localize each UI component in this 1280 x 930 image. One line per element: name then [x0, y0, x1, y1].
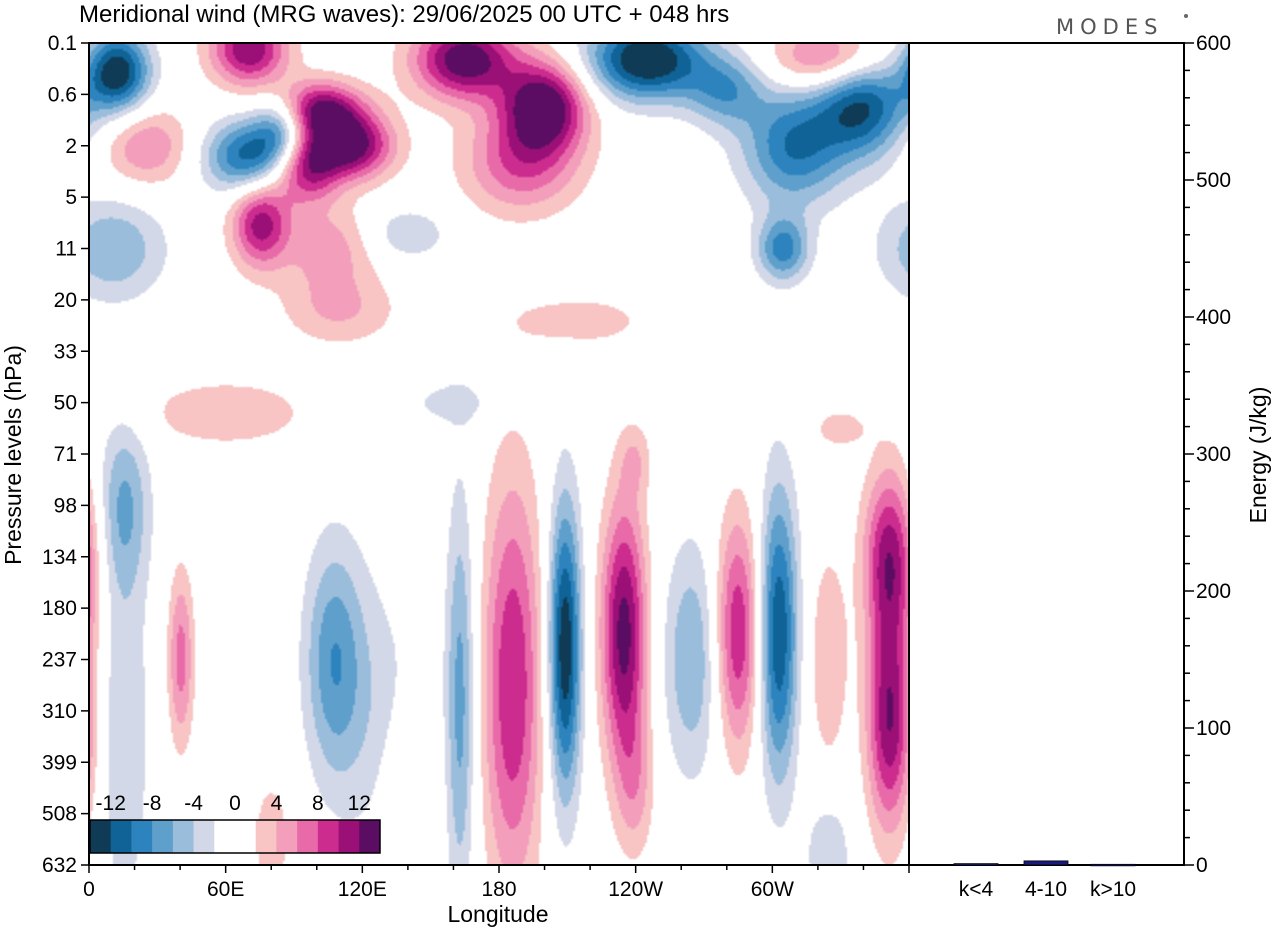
- colorbar-label: 12: [348, 792, 371, 815]
- energy-tick-label: 0: [1196, 854, 1208, 877]
- y-axis-label: Pressure levels (hPa): [0, 345, 26, 565]
- x-tick-label: 60W: [751, 878, 794, 901]
- y-tick-label: 2: [65, 135, 77, 158]
- energy-tick-label: 500: [1196, 169, 1231, 192]
- colorbar-swatch: [297, 820, 319, 853]
- colorbar-swatch: [131, 820, 153, 853]
- y-tick-label: 632: [42, 854, 77, 877]
- colorbar-label: -8: [143, 792, 162, 815]
- y-tick-label: 180: [42, 597, 77, 620]
- colorbar-swatches: [90, 820, 381, 853]
- colorbar-swatch: [255, 820, 277, 853]
- energy-frame: [908, 42, 1185, 866]
- y-tick-label: 98: [54, 494, 77, 517]
- y-tick-label: 508: [42, 803, 77, 826]
- y-tick-label: 20: [54, 289, 77, 312]
- energy-tick-label: 300: [1196, 443, 1231, 466]
- x-tick-label: 0: [83, 878, 95, 901]
- colorbar-swatch: [152, 820, 174, 853]
- colorbar-swatch: [214, 820, 236, 853]
- y-tick-label: 0.1: [48, 32, 77, 55]
- colorbar-label: -12: [96, 792, 126, 815]
- colorbar-label: -4: [184, 792, 203, 815]
- colorbar-swatch: [338, 820, 360, 853]
- y-tick-label: 50: [54, 392, 77, 415]
- energy-bar: [953, 863, 999, 866]
- x-axis-label: Longitude: [447, 901, 548, 927]
- y-tick-label: 33: [54, 340, 77, 363]
- energy-tick-label: 100: [1196, 717, 1231, 740]
- logo-registered-mark: [1184, 14, 1188, 18]
- y-tick-label: 399: [42, 751, 77, 774]
- energy-tick-label: 600: [1196, 32, 1231, 55]
- y-tick-label: 0.6: [48, 83, 77, 106]
- colorbar-swatch: [276, 820, 298, 853]
- x-tick-label: 120E: [338, 878, 387, 901]
- colorbar-swatch: [359, 820, 381, 853]
- energy-tick-label: 200: [1196, 580, 1231, 603]
- energy-bar: [1023, 860, 1069, 866]
- colorbar-label: 0: [229, 792, 241, 815]
- y-tick-label: 71: [54, 443, 77, 466]
- colorbar-swatch: [172, 820, 194, 853]
- energy-category-label: k>10: [1090, 878, 1136, 901]
- colorbar: -12 -8 -4 0 4 8 12: [89, 792, 381, 854]
- y-tick-label: 134: [42, 546, 77, 569]
- x-tick-label: 60E: [207, 878, 244, 901]
- colorbar-frame: [89, 819, 381, 854]
- wind-contour-field: [89, 43, 909, 865]
- x-tick-label: 120W: [608, 878, 663, 901]
- energy-panel: 0 100 200 300 400 500 600 k<4 4-10 k>10 Energy (…: [908, 32, 1271, 901]
- energy-axis: 0 100 200 300 400 500 600: [1184, 32, 1231, 877]
- colorbar-swatch: [235, 820, 257, 853]
- energy-bars: [953, 860, 1136, 867]
- modes-logo: MODES: [1056, 15, 1163, 39]
- y-tick-label: 11: [55, 238, 77, 261]
- longitude-axis: 0 60E 120E 180 120W 60W: [83, 865, 910, 901]
- colorbar-label: 4: [271, 792, 283, 815]
- colorbar-label: 8: [312, 792, 324, 815]
- colorbar-swatch: [110, 820, 132, 853]
- chart-title: Meridional wind (MRG waves): 29/06/2025 …: [79, 1, 729, 28]
- y-tick-label: 237: [42, 649, 77, 672]
- colorbar-labels: -12 -8 -4 0 4 8 12: [96, 792, 371, 815]
- colorbar-swatch: [193, 820, 215, 853]
- x-tick-label: 180: [481, 878, 516, 901]
- energy-axis-label: Energy (J/kg): [1245, 387, 1271, 524]
- energy-tick-label: 400: [1196, 306, 1231, 329]
- colorbar-swatch: [90, 820, 112, 853]
- energy-category-label: k<4: [959, 878, 994, 901]
- wavenumber-categories: k<4 4-10 k>10: [959, 878, 1136, 901]
- energy-category-label: 4-10: [1025, 878, 1067, 901]
- energy-bar: [1090, 863, 1136, 867]
- hovmoller-panel: 0.1 0.6 2 5 11 20 33 50 71 98 134 180 237 310 399 508 63…: [0, 32, 910, 927]
- colorbar-swatch: [317, 820, 339, 853]
- y-tick-label: 5: [65, 186, 77, 209]
- y-tick-label: 310: [42, 700, 77, 723]
- pressure-axis: 0.1 0.6 2 5 11 20 33 50 71 98 134 180 237 310 399 508 63…: [42, 32, 89, 877]
